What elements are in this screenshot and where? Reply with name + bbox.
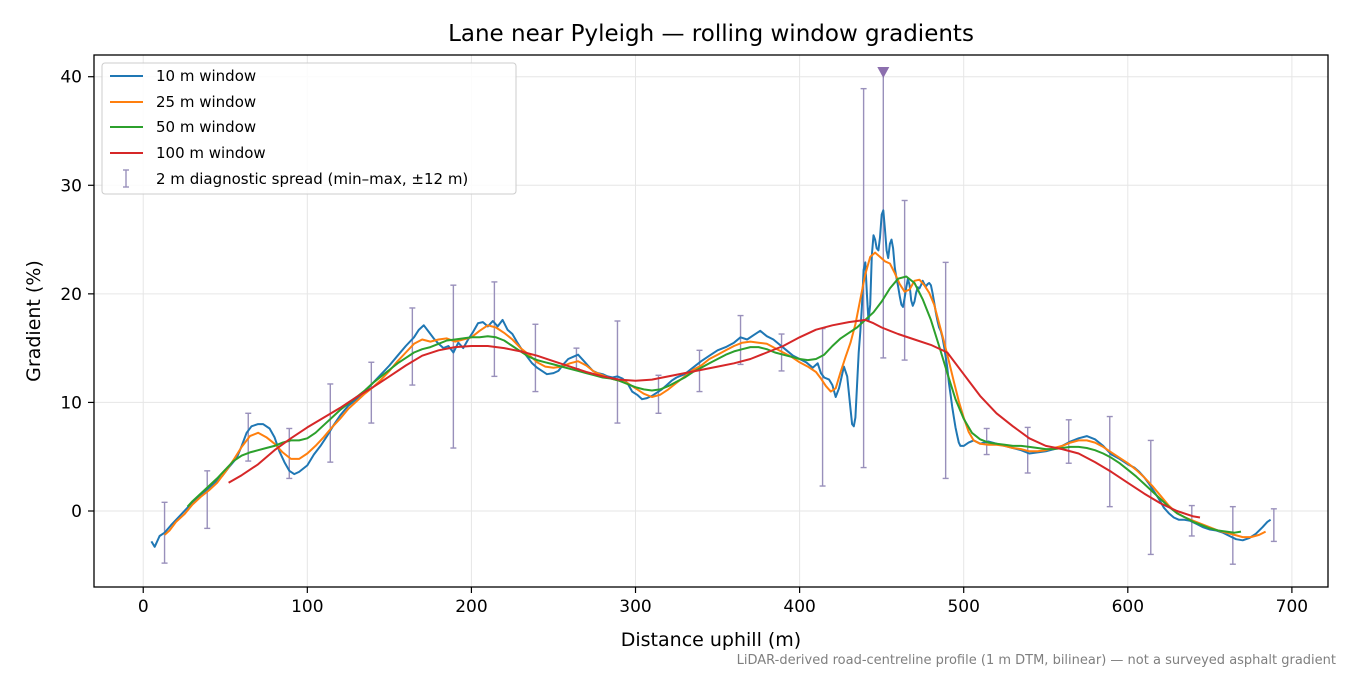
footnote: LiDAR-derived road-centreline profile (1… xyxy=(737,653,1336,668)
plot-frame xyxy=(93,54,1329,588)
y-tick-label: 0 xyxy=(71,502,82,522)
spread-errorbar xyxy=(368,361,375,424)
x-tick-label: 200 xyxy=(455,597,487,617)
legend-swatch xyxy=(123,169,129,188)
legend: 10 m window 25 m window 50 m window 100 m w… xyxy=(101,62,517,195)
spread-errorbar xyxy=(901,199,908,361)
series-line xyxy=(163,251,1267,539)
legend-item: 100 m window xyxy=(110,144,266,162)
spread-errorbar xyxy=(204,470,211,530)
spread-errorbar xyxy=(450,284,457,449)
series-lines xyxy=(150,209,1272,548)
annotation-markers xyxy=(877,67,890,78)
spread-errorbar xyxy=(327,383,334,463)
y-tick-label: 40 xyxy=(60,68,82,88)
y-tick-label: 10 xyxy=(60,393,82,413)
x-tick-label: 500 xyxy=(947,597,979,617)
x-tick-label: 700 xyxy=(1276,597,1308,617)
legend-box xyxy=(101,62,517,195)
diagnostic-spread-errorbars xyxy=(161,70,1277,565)
x-tick-label: 400 xyxy=(783,597,815,617)
legend-label: 25 m window xyxy=(156,93,256,111)
spread-errorbar xyxy=(532,323,539,393)
spread-errorbar xyxy=(1270,508,1277,543)
legend-item: 10 m window xyxy=(110,67,256,85)
x-axis-label: Distance uphill (m) xyxy=(621,629,801,651)
spread-errorbar xyxy=(614,320,621,424)
x-tick-label: 100 xyxy=(291,597,323,617)
spread-errorbar xyxy=(737,314,744,366)
legend-label: 2 m diagnostic spread (min–max, ±12 m) xyxy=(156,170,468,188)
overflow-marker xyxy=(877,67,890,78)
spread-errorbar xyxy=(1106,415,1113,508)
y-tick-label: 30 xyxy=(60,176,82,196)
x-tick-label: 300 xyxy=(619,597,651,617)
legend-label: 100 m window xyxy=(156,144,266,162)
x-tick-label: 600 xyxy=(1112,597,1144,617)
y-axis-label: Gradient (%) xyxy=(23,260,45,382)
series-line xyxy=(228,318,1201,519)
legend-item: 25 m window xyxy=(110,93,256,111)
spread-errorbar xyxy=(491,281,498,378)
axis-ticks: 0 100 200 300 400 500 600 700 0 10 20 30 40 xyxy=(60,68,1308,617)
legend-label: 10 m window xyxy=(156,67,256,85)
legend-item: 50 m window xyxy=(110,118,256,136)
y-tick-label: 20 xyxy=(60,285,82,305)
chart-title: Lane near Pyleigh — rolling window gradi… xyxy=(448,21,974,47)
legend-label: 50 m window xyxy=(156,118,256,136)
x-tick-label: 0 xyxy=(138,597,149,617)
legend-item: 2 m diagnostic spread (min–max, ±12 m) xyxy=(123,169,468,188)
